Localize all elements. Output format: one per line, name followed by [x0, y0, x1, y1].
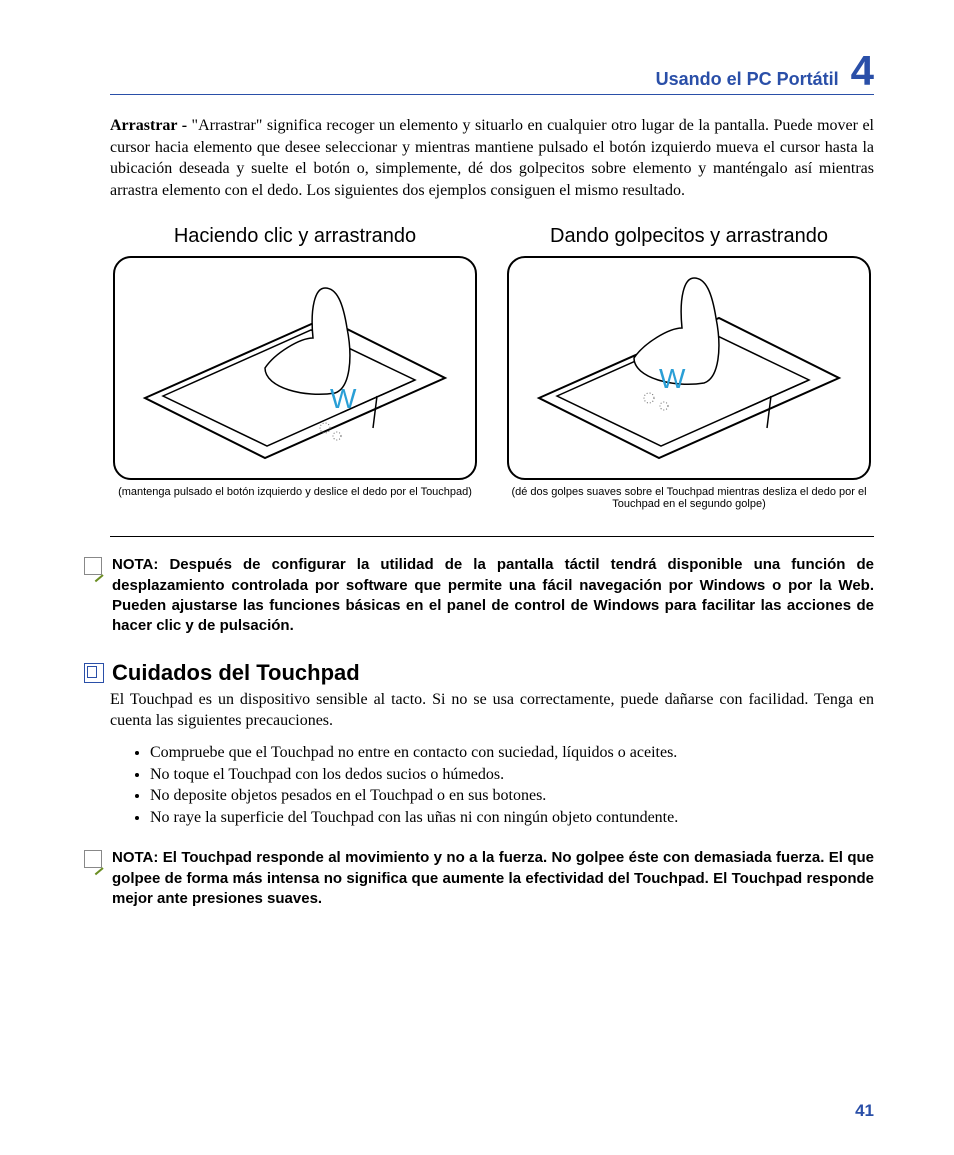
note-icon	[84, 557, 102, 575]
note-1: NOTA: Después de configurar la utilidad …	[84, 555, 874, 636]
list-item: No toque el Touchpad con los dedos sucio…	[150, 764, 874, 786]
intro-text: "Arrastrar" significa recoger un element…	[110, 117, 874, 199]
section-paragraph: El Touchpad es un dispositivo sensible a…	[110, 690, 874, 732]
note-1-label: NOTA:	[112, 556, 169, 573]
document-page: Usando el PC Portátil 4 Arrastrar - "Arr…	[0, 0, 954, 1155]
intro-lead: Arrastrar -	[110, 117, 192, 134]
diagram-left-heading: Haciendo clic y arrastrando	[174, 225, 416, 248]
note-2: NOTA: El Touchpad responde al movimiento…	[84, 848, 874, 909]
list-item: Compruebe que el Touchpad no entre en co…	[150, 742, 874, 764]
diagram-row: Haciendo clic y arrastrando W (mantenga …	[110, 225, 874, 510]
diagram-left-box: W	[113, 256, 477, 480]
diagram-right-caption: (dé dos golpes suaves sobre el Touchpad …	[509, 486, 869, 510]
intro-paragraph: Arrastrar - "Arrastrar" significa recoge…	[110, 115, 874, 201]
note-1-text: NOTA: Después de configurar la utilidad …	[112, 555, 874, 636]
section-title: Cuidados del Touchpad	[112, 660, 360, 686]
note-1-body: Después de configurar la utilidad de la …	[112, 556, 874, 634]
diagram-right-heading: Dando golpecitos y arrastrando	[550, 225, 828, 248]
note-2-body: El Touchpad responde al movimiento y no …	[112, 849, 874, 907]
list-item: No raye la superficie del Touchpad con l…	[150, 807, 874, 829]
bullet-list: Compruebe que el Touchpad no entre en co…	[150, 742, 874, 828]
diagram-right-box: W	[507, 256, 871, 480]
divider	[110, 536, 874, 537]
section-icon	[84, 663, 104, 683]
page-number: 41	[855, 1101, 874, 1121]
diagram-left: Haciendo clic y arrastrando W (mantenga …	[110, 225, 480, 510]
diagram-left-caption: (mantenga pulsado el botón izquierdo y d…	[118, 486, 472, 498]
note-icon	[84, 850, 102, 868]
svg-text:W: W	[330, 383, 357, 414]
svg-text:W: W	[659, 363, 686, 394]
touchpad-illustration-left: W	[115, 258, 475, 478]
page-header: Usando el PC Portátil 4	[110, 50, 874, 95]
note-2-label: NOTA:	[112, 849, 163, 866]
list-item: No deposite objetos pesados en el Touchp…	[150, 785, 874, 807]
section-header: Cuidados del Touchpad	[84, 660, 874, 686]
chapter-number: 4	[851, 50, 874, 92]
note-2-text: NOTA: El Touchpad responde al movimiento…	[112, 848, 874, 909]
header-title: Usando el PC Portátil	[656, 69, 839, 90]
touchpad-illustration-right: W	[509, 258, 869, 478]
diagram-right: Dando golpecitos y arrastrando W (dé dos…	[504, 225, 874, 510]
